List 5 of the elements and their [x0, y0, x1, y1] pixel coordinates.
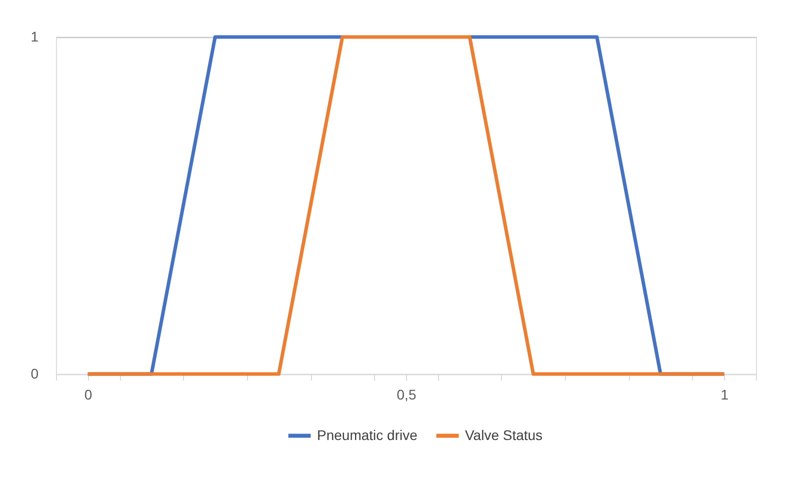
legend-label: Pneumatic drive: [317, 426, 418, 443]
x-tick-label: 0,5: [396, 386, 416, 402]
x-tick-label: 0: [84, 386, 92, 402]
legend-label: Valve Status: [465, 426, 543, 443]
x-tick-label: 1: [720, 386, 729, 402]
